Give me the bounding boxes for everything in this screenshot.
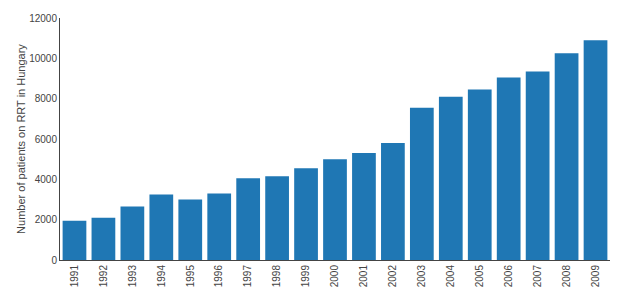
svg-text:12000: 12000	[29, 13, 57, 24]
svg-text:0: 0	[51, 255, 57, 266]
svg-text:4000: 4000	[35, 174, 58, 185]
svg-text:2005: 2005	[474, 265, 485, 288]
svg-text:6000: 6000	[35, 134, 58, 145]
svg-text:2006: 2006	[503, 265, 514, 288]
svg-text:2008: 2008	[561, 265, 572, 288]
svg-text:2000: 2000	[329, 265, 340, 288]
svg-text:1999: 1999	[300, 265, 311, 288]
svg-text:2004: 2004	[445, 265, 456, 288]
svg-text:1991: 1991	[69, 265, 80, 288]
svg-text:2009: 2009	[590, 265, 601, 288]
svg-text:2002: 2002	[387, 265, 398, 288]
svg-text:1997: 1997	[242, 265, 253, 288]
svg-text:1998: 1998	[271, 265, 282, 288]
svg-text:1995: 1995	[185, 265, 196, 288]
svg-text:Number of patients on RRT in H: Number of patients on RRT in Hungary	[15, 44, 27, 234]
svg-text:1992: 1992	[98, 265, 109, 288]
svg-text:1993: 1993	[127, 265, 138, 288]
svg-text:1994: 1994	[156, 265, 167, 288]
svg-text:2003: 2003	[416, 265, 427, 288]
svg-text:10000: 10000	[29, 53, 57, 64]
svg-text:2007: 2007	[532, 265, 543, 288]
svg-text:2001: 2001	[358, 265, 369, 288]
svg-text:2000: 2000	[35, 214, 58, 225]
svg-text:8000: 8000	[35, 93, 58, 104]
svg-text:1996: 1996	[213, 265, 224, 288]
